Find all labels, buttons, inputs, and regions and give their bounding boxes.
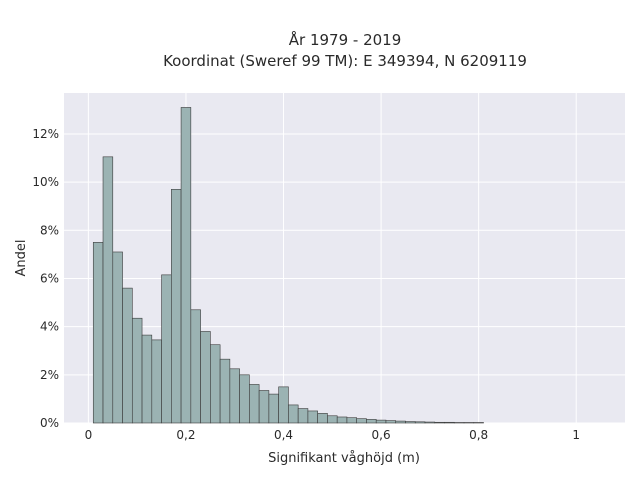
histogram-bar: [346, 417, 357, 424]
histogram-bar: [200, 331, 211, 424]
y-tick-label: 6%: [40, 271, 59, 285]
histogram-bar: [375, 419, 387, 424]
x-tick-label: 1: [572, 428, 580, 442]
x-tick-label: 0,2: [176, 428, 195, 442]
histogram-bar: [141, 334, 153, 424]
histogram-bar: [258, 390, 270, 424]
histogram-bar: [356, 418, 367, 424]
histogram-bar: [151, 339, 162, 424]
y-tick-label: 8%: [40, 223, 59, 237]
y-axis-label: Andel: [14, 240, 29, 277]
histogram-bar: [180, 107, 192, 424]
histogram-bar: [424, 421, 436, 424]
histogram-bar: [385, 420, 397, 424]
y-tick-label: 4%: [40, 320, 59, 334]
y-tick-label: 10%: [32, 175, 59, 189]
histogram-bar: [434, 421, 445, 424]
bars: [92, 107, 484, 424]
x-axis-label: Signifikant våghöjd (m): [268, 451, 420, 466]
histogram-bar: [444, 421, 455, 424]
histogram-bar: [278, 386, 289, 424]
histogram-bar: [366, 419, 377, 424]
histogram-bar: [249, 384, 260, 424]
x-tick-label: 0,8: [469, 428, 488, 442]
histogram-bar: [288, 404, 299, 424]
chart-title: År 1979 - 2019: [289, 30, 402, 49]
histogram-bar: [405, 421, 416, 424]
histogram-bar: [122, 287, 133, 424]
histogram-bar: [102, 156, 114, 424]
histogram-bar: [268, 393, 279, 424]
histogram-bar: [219, 358, 231, 424]
histogram-bar: [317, 413, 328, 424]
x-tick-label: 0,4: [274, 428, 293, 442]
histogram-bar: [336, 416, 348, 424]
histogram-bar: [229, 368, 240, 424]
y-tick-label: 2%: [40, 368, 59, 382]
histogram-bar: [297, 408, 309, 424]
x-tick-label: 0,6: [372, 428, 391, 442]
histogram-bar: [327, 415, 338, 424]
histogram-bar: [395, 420, 406, 424]
histogram-bar: [131, 317, 143, 424]
histogram-bar: [210, 344, 221, 424]
x-tick-label: 0: [85, 428, 93, 442]
histogram-bar: [161, 274, 172, 424]
histogram-bar: [307, 410, 318, 424]
histogram-bar: [92, 242, 104, 424]
y-tick-label: 12%: [32, 127, 59, 141]
histogram-bar: [190, 309, 201, 424]
chart-subtitle: Koordinat (Sweref 99 TM): E 349394, N 62…: [163, 52, 527, 70]
histogram-bar: [414, 421, 426, 424]
y-tick-label: 0%: [40, 416, 59, 430]
histogram-bar: [171, 189, 182, 424]
histogram-bar: [239, 374, 250, 424]
ticks: 0 0,2 0,4 0,6 0,8 10%2%4%6%8%10%12%: [32, 127, 580, 442]
histogram-bar: [112, 251, 123, 424]
